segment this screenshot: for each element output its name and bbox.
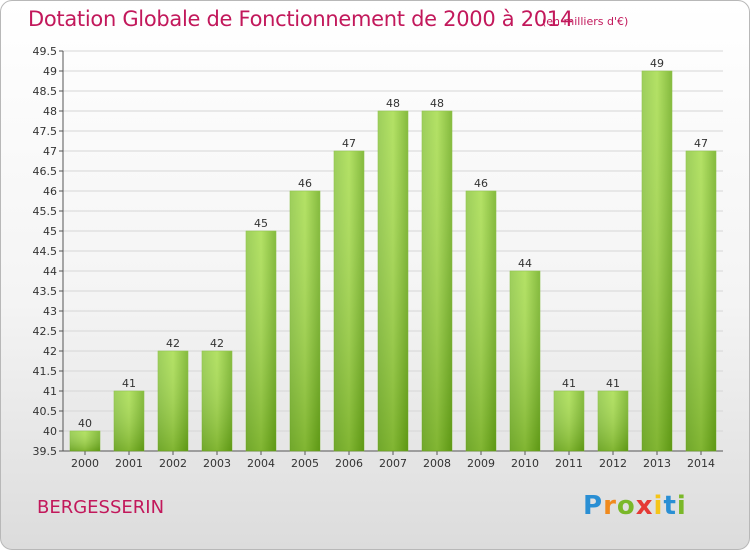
bar-shade bbox=[114, 391, 144, 451]
bar-shade bbox=[290, 191, 320, 451]
y-tick-label: 47.5 bbox=[33, 125, 58, 138]
bar-shade bbox=[378, 111, 408, 451]
y-tick-label: 45 bbox=[43, 225, 57, 238]
x-tick-label: 2010 bbox=[511, 457, 539, 470]
bar-value-label: 41 bbox=[606, 377, 620, 390]
bar-value-label: 46 bbox=[298, 177, 312, 190]
bar-value-label: 42 bbox=[210, 337, 224, 350]
logo-letter: o bbox=[616, 491, 636, 521]
y-tick-label: 49.5 bbox=[33, 45, 58, 58]
bar-value-label: 41 bbox=[562, 377, 576, 390]
bar-value-label: 48 bbox=[430, 97, 444, 110]
logo-letter: P bbox=[583, 491, 604, 521]
y-tick-label: 42 bbox=[43, 345, 57, 358]
proxiti-logo: Proxiti bbox=[583, 491, 687, 521]
bar-shade bbox=[334, 151, 364, 451]
logo-letter: x bbox=[635, 491, 654, 521]
x-tick-label: 2004 bbox=[247, 457, 275, 470]
bar-shade bbox=[70, 431, 100, 451]
y-tick-label: 40.5 bbox=[33, 405, 58, 418]
logo-letter: i bbox=[676, 491, 687, 521]
bar-shade bbox=[466, 191, 496, 451]
bar-shade bbox=[422, 111, 452, 451]
x-tick-label: 2014 bbox=[687, 457, 715, 470]
y-tick-label: 42.5 bbox=[33, 325, 58, 338]
x-tick-label: 2002 bbox=[159, 457, 187, 470]
y-tick-label: 44 bbox=[43, 265, 57, 278]
y-tick-label: 46 bbox=[43, 185, 57, 198]
x-tick-label: 2008 bbox=[423, 457, 451, 470]
x-tick-label: 2003 bbox=[203, 457, 231, 470]
y-tick-label: 47 bbox=[43, 145, 57, 158]
x-tick-label: 2011 bbox=[555, 457, 583, 470]
x-tick-label: 2012 bbox=[599, 457, 627, 470]
logo-letter: r bbox=[603, 491, 617, 521]
x-tick-label: 2006 bbox=[335, 457, 363, 470]
bar-value-label: 47 bbox=[342, 137, 356, 150]
x-tick-label: 2005 bbox=[291, 457, 319, 470]
y-tick-label: 40 bbox=[43, 425, 57, 438]
bar-shade bbox=[158, 351, 188, 451]
y-tick-label: 43 bbox=[43, 305, 57, 318]
y-tick-label: 49 bbox=[43, 65, 57, 78]
bar-shade bbox=[246, 231, 276, 451]
x-tick-label: 2013 bbox=[643, 457, 671, 470]
bar-value-label: 46 bbox=[474, 177, 488, 190]
bar-shade bbox=[202, 351, 232, 451]
labels: 40 2000 41 2001 42 2002 42 2003 45 2004 46 2005 47 20… bbox=[71, 57, 715, 470]
x-tick-label: 2007 bbox=[379, 457, 407, 470]
bar-value-label: 41 bbox=[122, 377, 136, 390]
bars bbox=[69, 70, 717, 452]
y-tick-label: 43.5 bbox=[33, 285, 58, 298]
y-tick-label: 44.5 bbox=[33, 245, 58, 258]
bar-shade bbox=[686, 151, 716, 451]
y-tick-label: 41.5 bbox=[33, 365, 58, 378]
commune-name: BERGESSERIN bbox=[37, 497, 165, 518]
y-tick-label: 39.5 bbox=[33, 445, 58, 458]
x-tick-label: 2009 bbox=[467, 457, 495, 470]
bar-value-label: 42 bbox=[166, 337, 180, 350]
x-tick-label: 2000 bbox=[71, 457, 99, 470]
bar-value-label: 44 bbox=[518, 257, 532, 270]
chart-subtitle: (en milliers d'€) bbox=[542, 15, 629, 28]
y-tick-label: 45.5 bbox=[33, 205, 58, 218]
bar-shade bbox=[598, 391, 628, 451]
bar-value-label: 40 bbox=[78, 417, 92, 430]
bar-shade bbox=[510, 271, 540, 451]
bar-shade bbox=[554, 391, 584, 451]
bar-value-label: 45 bbox=[254, 217, 268, 230]
y-tick-label: 48.5 bbox=[33, 85, 58, 98]
logo-letter: i bbox=[653, 491, 664, 521]
logo-letter: t bbox=[663, 491, 677, 521]
chart-title: Dotation Globale de Fonctionnement de 20… bbox=[28, 7, 573, 31]
y-tick-label: 48 bbox=[43, 105, 57, 118]
bar-value-label: 47 bbox=[694, 137, 708, 150]
bar-shade bbox=[642, 71, 672, 451]
x-tick-label: 2001 bbox=[115, 457, 143, 470]
y-tick-label: 46.5 bbox=[33, 165, 58, 178]
bar-value-label: 49 bbox=[650, 57, 664, 70]
y-tick-label: 41 bbox=[43, 385, 57, 398]
bar-value-label: 48 bbox=[386, 97, 400, 110]
